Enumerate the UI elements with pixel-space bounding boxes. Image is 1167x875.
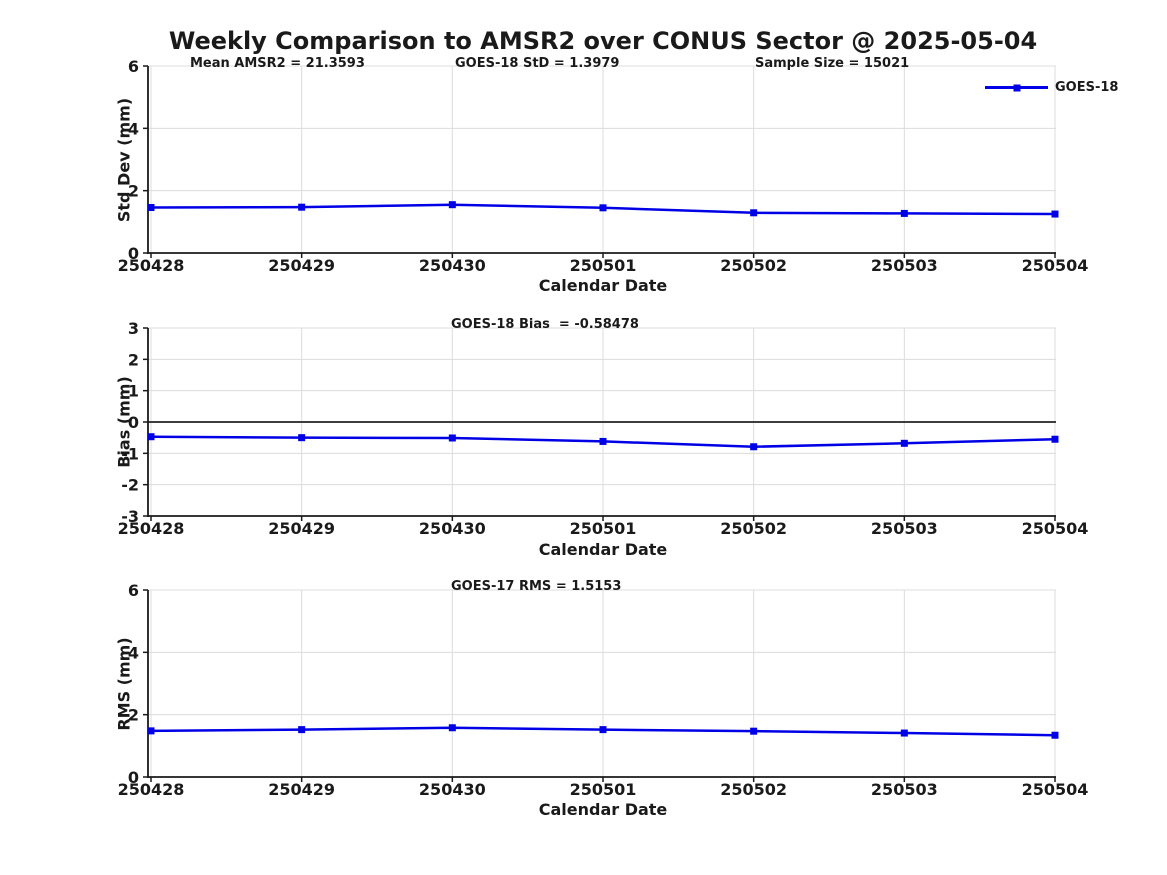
data-point-marker — [147, 433, 155, 441]
x-tick-label: 250503 — [871, 256, 938, 275]
legend-marker — [1013, 84, 1020, 91]
x-tick-label: 250503 — [871, 519, 938, 538]
figure-title: Weekly Comparison to AMSR2 over CONUS Se… — [168, 27, 1038, 55]
x-tick-label: 250428 — [118, 780, 185, 799]
subplot-2: 250428 250429 250430 250501 250502 250503 2505… — [118, 581, 1089, 799]
y-tick-label: -1 — [121, 444, 139, 463]
data-point-marker — [1051, 210, 1059, 218]
y-tick-label: 0 — [128, 413, 139, 432]
x-axis-label-bottom: Calendar Date — [538, 800, 668, 819]
data-point-marker — [900, 209, 908, 217]
data-point-marker — [750, 209, 758, 217]
annotation-goes17-rms: GOES-17 RMS = 1.5153 — [451, 579, 622, 594]
data-point-marker — [1051, 731, 1059, 739]
data-point-marker — [599, 437, 607, 445]
data-point-marker — [298, 434, 306, 442]
x-tick-label: 250504 — [1022, 780, 1089, 799]
data-point-marker — [147, 727, 155, 735]
data-point-marker — [298, 726, 306, 734]
y-tick-label: 0 — [128, 244, 139, 263]
data-point-marker — [750, 443, 758, 451]
data-point-marker — [1051, 435, 1059, 443]
data-point-marker — [900, 729, 908, 737]
x-tick-label: 250502 — [720, 256, 787, 275]
y-tick-label: 3 — [128, 319, 139, 338]
y-axis-label-rms: RMS (mm) — [114, 637, 134, 731]
x-tick-label: 250501 — [570, 519, 637, 538]
x-tick-label: 250430 — [419, 780, 486, 799]
y-tick-label: 6 — [128, 57, 139, 76]
annotation-goes18-std: GOES-18 StD = 1.3979 — [455, 56, 620, 71]
y-axis-label-bias: Bias (mm) — [114, 376, 134, 468]
y-tick-label: 4 — [128, 643, 139, 662]
y-tick-label: 1 — [128, 382, 139, 401]
x-tick-label: 250429 — [268, 256, 335, 275]
data-point-marker — [900, 439, 908, 447]
x-tick-label: 250428 — [118, 519, 185, 538]
x-tick-label: 250430 — [419, 519, 486, 538]
x-tick-label: 250429 — [268, 519, 335, 538]
subplot-0: 250428 250429 250430 250501 250502 250503 2505… — [118, 57, 1089, 275]
y-tick-label: 2 — [128, 706, 139, 725]
data-point-marker — [599, 726, 607, 734]
annotation-goes18-bias: GOES-18 Bias = -0.58478 — [451, 317, 639, 332]
y-tick-label: 6 — [128, 581, 139, 600]
y-tick-label: 2 — [128, 350, 139, 369]
x-tick-label: 250502 — [720, 519, 787, 538]
legend-line-sample — [985, 84, 1048, 91]
data-point-marker — [448, 201, 456, 209]
x-tick-label: 250428 — [118, 256, 185, 275]
x-tick-label: 250501 — [570, 256, 637, 275]
data-point-marker — [448, 434, 456, 442]
data-point-marker — [448, 724, 456, 732]
y-tick-label: -2 — [121, 476, 139, 495]
annotation-sample-size: Sample Size = 15021 — [755, 56, 910, 71]
x-tick-label: 250504 — [1022, 519, 1089, 538]
annotation-mean-amsr2: Mean AMSR2 = 21.3593 — [190, 56, 365, 71]
x-axis-label-top: Calendar Date — [538, 276, 668, 295]
y-axis-label-std-dev: Std Dev (mm) — [114, 97, 134, 223]
x-tick-label: 250429 — [268, 780, 335, 799]
y-tick-label: 0 — [128, 768, 139, 787]
data-point-marker — [750, 727, 758, 735]
x-tick-label: 250501 — [570, 780, 637, 799]
legend-label: GOES-18 — [1055, 80, 1119, 95]
subplot-1: 250428 250429 250430 250501 250502 250503 2505… — [118, 319, 1089, 538]
x-tick-label: 250502 — [720, 780, 787, 799]
data-point-marker — [147, 203, 155, 211]
legend: GOES-18 — [985, 80, 1118, 95]
x-tick-label: 250430 — [419, 256, 486, 275]
x-axis-label-middle: Calendar Date — [538, 540, 668, 559]
data-point-marker — [599, 204, 607, 212]
data-point-marker — [298, 203, 306, 211]
x-tick-label: 250504 — [1022, 256, 1089, 275]
y-tick-label: 2 — [128, 182, 139, 201]
y-tick-label: 4 — [128, 119, 139, 138]
x-tick-label: 250503 — [871, 780, 938, 799]
y-tick-label: -3 — [121, 507, 139, 526]
